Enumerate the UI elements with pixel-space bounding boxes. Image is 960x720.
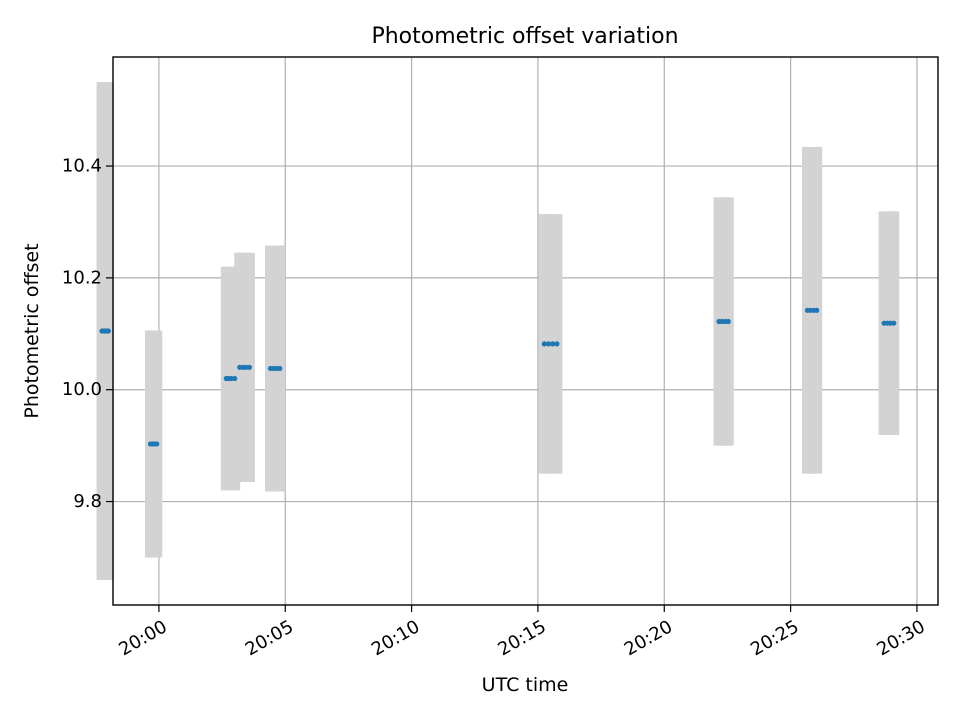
data-point [725, 318, 731, 325]
data-point [554, 341, 560, 347]
data-point [545, 341, 552, 347]
x-axis-label: UTC time [482, 674, 569, 696]
y-tick-label: 10.2 [62, 267, 102, 288]
y-tick-label: 10.0 [62, 379, 102, 400]
y-tick-label: 10.4 [62, 156, 102, 177]
data-point [232, 375, 238, 382]
data-point [550, 341, 556, 347]
chart-title: Photometric offset variation [371, 24, 678, 49]
plot-frame [112, 56, 939, 606]
data-point [277, 365, 283, 372]
data-point [105, 328, 111, 334]
y-axis-label: Photometric offset [21, 243, 43, 418]
y-axis: 9.8 10.0 10.2 10.4 [62, 156, 113, 512]
data-point [541, 341, 547, 347]
point-layer [99, 307, 897, 447]
data-point [891, 320, 897, 326]
data-point [814, 307, 820, 313]
y-tick-label: 9.8 [73, 491, 102, 512]
data-point [246, 364, 253, 370]
data-point [154, 441, 160, 447]
